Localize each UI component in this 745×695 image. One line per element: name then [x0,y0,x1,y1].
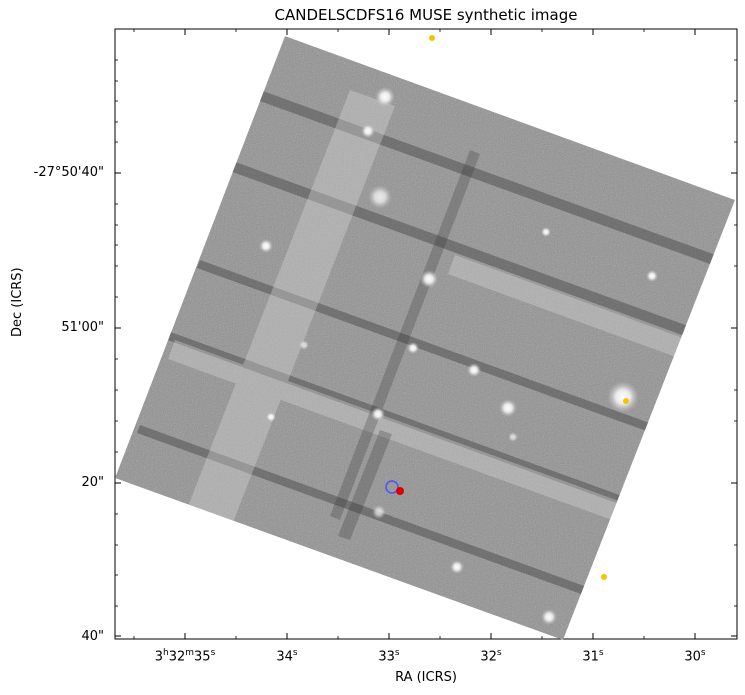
ytick-label: 51'00" [61,320,104,335]
yellow-marker [623,398,629,404]
xtick-label: 34s [276,648,298,665]
ticks [115,29,737,639]
yellow-marker [601,574,607,580]
x-axis-label: RA (ICRS) [395,670,457,685]
ytick-label: 20" [81,475,104,490]
xtick-label: 32s [480,648,502,665]
figure-title: CANDELSCDFS16 MUSE synthetic image [274,6,578,24]
ytick-label: -27°50'40" [33,165,104,180]
y-axis-label: Dec (ICRS) [10,267,25,337]
sources [259,87,658,625]
minor-ticks [115,29,737,639]
blue-circle-marker [385,480,399,494]
xtick-label: 33s [378,648,400,665]
xtick-label: 31s [582,648,604,665]
xtick-label: 3h32m35s [154,648,216,665]
yellow-marker [429,35,435,41]
ytick-label: 40" [81,629,104,644]
red-marker [396,487,404,495]
muse-field [115,36,735,640]
markers [385,35,629,580]
xtick-label: 30s [684,648,706,665]
